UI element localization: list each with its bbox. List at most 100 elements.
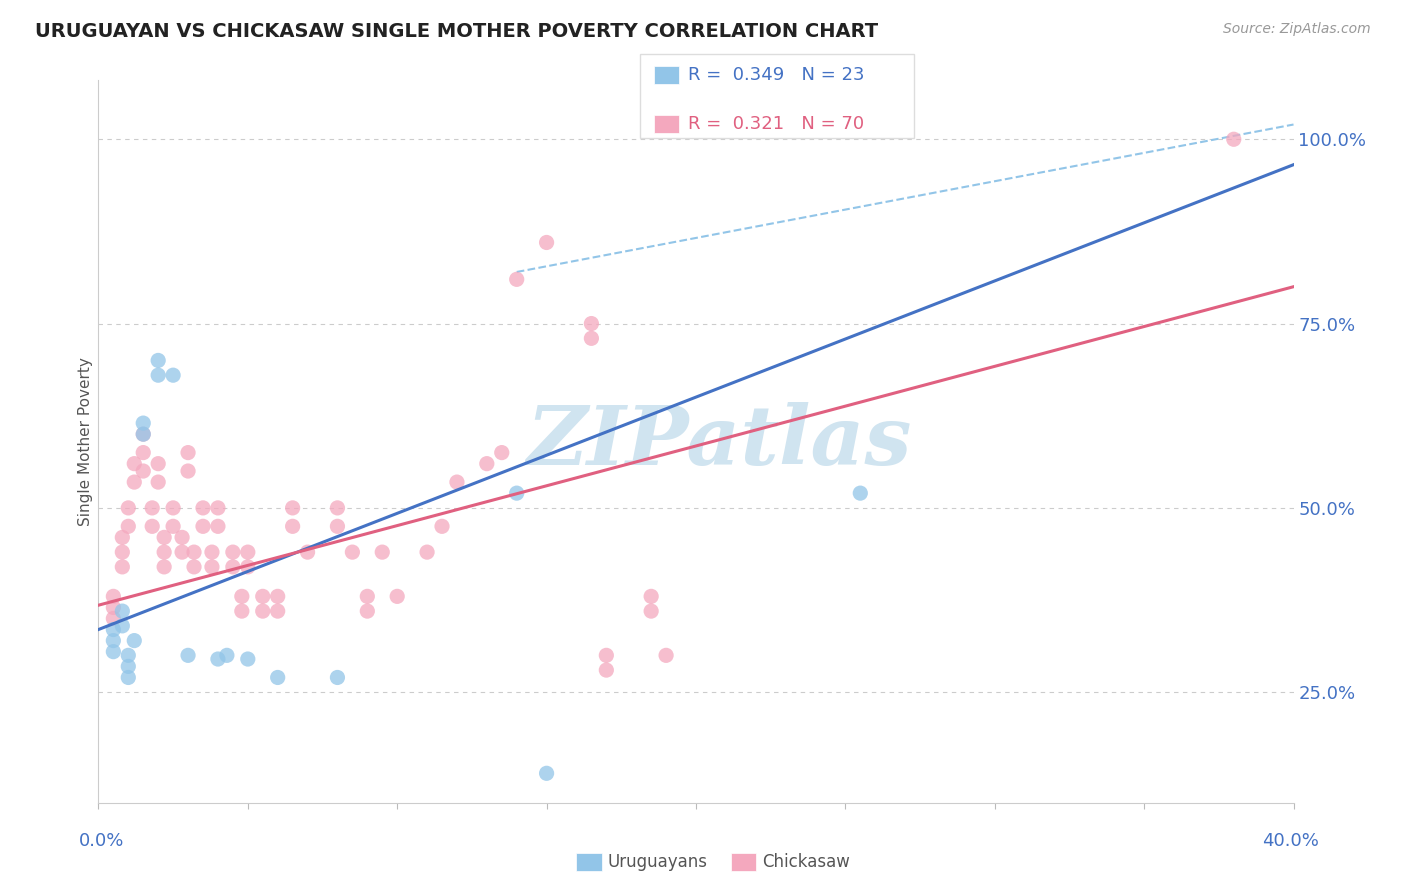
Point xyxy=(103,623,125,637)
Point xyxy=(231,590,253,604)
Point xyxy=(191,519,214,533)
Point xyxy=(281,500,304,515)
Point xyxy=(595,663,617,677)
Point xyxy=(326,519,349,533)
Point xyxy=(177,445,200,459)
Point xyxy=(252,590,274,604)
Point xyxy=(111,604,134,618)
Point xyxy=(103,645,125,659)
Point xyxy=(491,445,513,459)
Point xyxy=(132,416,155,430)
Point xyxy=(207,519,229,533)
Text: ZIPatlas: ZIPatlas xyxy=(527,401,912,482)
Point xyxy=(356,590,378,604)
Point xyxy=(595,648,617,663)
Point xyxy=(252,604,274,618)
Point xyxy=(640,590,662,604)
Point xyxy=(430,519,453,533)
Point xyxy=(172,530,194,544)
Point xyxy=(215,648,238,663)
Point xyxy=(191,500,214,515)
Point xyxy=(222,545,245,559)
Point xyxy=(655,648,678,663)
Point xyxy=(281,519,304,533)
Point xyxy=(148,353,170,368)
Point xyxy=(111,545,134,559)
Point xyxy=(236,545,259,559)
Point xyxy=(132,445,155,459)
Point xyxy=(536,235,558,250)
Point xyxy=(446,475,468,489)
Point xyxy=(172,545,194,559)
Point xyxy=(267,604,290,618)
Point xyxy=(371,545,394,559)
Y-axis label: Single Mother Poverty: Single Mother Poverty xyxy=(77,357,93,526)
Point xyxy=(207,500,229,515)
Point xyxy=(132,427,155,442)
Text: 40.0%: 40.0% xyxy=(1263,832,1319,850)
Point xyxy=(326,500,349,515)
Point xyxy=(267,590,290,604)
Point xyxy=(231,604,253,618)
Point xyxy=(581,331,603,345)
Point xyxy=(162,368,184,383)
Point xyxy=(103,600,125,615)
Point xyxy=(222,560,245,574)
Point xyxy=(117,670,139,684)
Text: Chickasaw: Chickasaw xyxy=(762,853,849,871)
Point xyxy=(177,464,200,478)
Text: R =  0.321   N = 70: R = 0.321 N = 70 xyxy=(688,115,863,133)
Point xyxy=(162,519,184,533)
Point xyxy=(416,545,439,559)
Point xyxy=(640,604,662,618)
Point xyxy=(356,604,378,618)
Point xyxy=(148,457,170,471)
Point xyxy=(162,500,184,515)
Point xyxy=(117,500,139,515)
Point xyxy=(111,530,134,544)
Point xyxy=(475,457,498,471)
Point xyxy=(141,500,163,515)
Point xyxy=(153,560,176,574)
Point xyxy=(536,766,558,780)
Point xyxy=(201,545,224,559)
Point xyxy=(581,317,603,331)
Point xyxy=(297,545,319,559)
Point xyxy=(103,590,125,604)
Text: 0.0%: 0.0% xyxy=(79,832,124,850)
Point xyxy=(506,272,529,286)
Point xyxy=(385,590,409,604)
Point xyxy=(236,652,259,666)
Point xyxy=(124,457,146,471)
Point xyxy=(183,560,205,574)
Point xyxy=(236,560,259,574)
Point xyxy=(124,633,146,648)
Point xyxy=(183,545,205,559)
Text: URUGUAYAN VS CHICKASAW SINGLE MOTHER POVERTY CORRELATION CHART: URUGUAYAN VS CHICKASAW SINGLE MOTHER POV… xyxy=(35,22,879,41)
Point xyxy=(153,530,176,544)
Point xyxy=(267,670,290,684)
Point xyxy=(103,633,125,648)
Point xyxy=(326,670,349,684)
Point xyxy=(506,486,529,500)
Point xyxy=(148,368,170,383)
Point xyxy=(342,545,364,559)
Point xyxy=(849,486,872,500)
Point xyxy=(117,659,139,673)
Point xyxy=(141,519,163,533)
Point xyxy=(177,648,200,663)
Point xyxy=(132,464,155,478)
Point xyxy=(124,475,146,489)
Point xyxy=(201,560,224,574)
Point xyxy=(148,475,170,489)
Point xyxy=(103,611,125,625)
Text: R =  0.349   N = 23: R = 0.349 N = 23 xyxy=(688,66,865,84)
Point xyxy=(111,619,134,633)
Point xyxy=(153,545,176,559)
Text: Source: ZipAtlas.com: Source: ZipAtlas.com xyxy=(1223,22,1371,37)
Text: Uruguayans: Uruguayans xyxy=(607,853,707,871)
Point xyxy=(117,648,139,663)
Point xyxy=(207,652,229,666)
Point xyxy=(111,560,134,574)
Point xyxy=(132,427,155,442)
